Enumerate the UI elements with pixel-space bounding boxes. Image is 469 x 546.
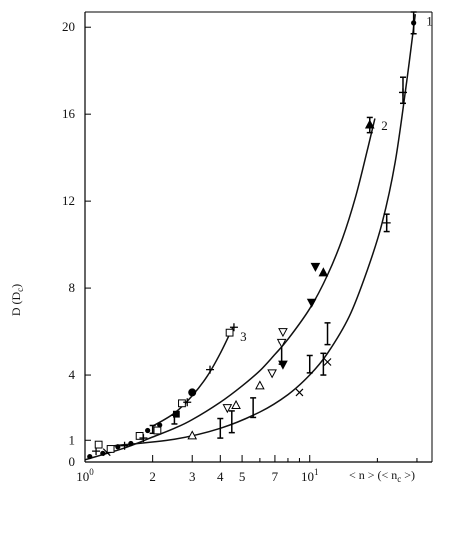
error-bar bbox=[320, 352, 327, 376]
data-point-triangle bbox=[318, 267, 329, 277]
error-bar bbox=[228, 410, 235, 434]
x-ticks: 100 2 3 4 5 7 101 bbox=[76, 455, 418, 484]
x-tick-label: 101 bbox=[301, 467, 319, 484]
x-tick-label: 100 bbox=[76, 467, 94, 484]
data-point-square bbox=[172, 410, 180, 418]
y-tick-label: 4 bbox=[69, 367, 76, 382]
curve-labels: 1 2 3 bbox=[240, 14, 433, 344]
data-point-plus bbox=[183, 398, 192, 407]
data-point-plus bbox=[382, 218, 391, 227]
data-point-cross bbox=[295, 388, 304, 397]
data-point-triangle-down bbox=[222, 404, 233, 414]
data-point-plus bbox=[398, 88, 407, 97]
curve-2 bbox=[84, 118, 376, 461]
curves-layer bbox=[84, 14, 417, 461]
y-tick-label: 16 bbox=[62, 106, 76, 121]
data-point-dot bbox=[128, 440, 134, 447]
x-axis-title: < n > (< nc >) bbox=[349, 468, 415, 484]
data-point-triangle-down bbox=[278, 328, 288, 338]
curve-label: 1 bbox=[426, 14, 433, 29]
curve-3 bbox=[152, 326, 234, 427]
data-point-triangle-down bbox=[267, 369, 277, 379]
data-point-plus bbox=[229, 323, 238, 332]
y-ticks: 0 1 4 8 12 16 20 bbox=[62, 19, 91, 469]
x-tick-label: 3 bbox=[189, 469, 196, 484]
data-point-triangle-down bbox=[306, 298, 317, 308]
y-tick-label: 20 bbox=[62, 19, 75, 34]
error-bar bbox=[250, 397, 257, 419]
data-point-square bbox=[94, 440, 103, 449]
y-axis-title: D (Dc) bbox=[9, 284, 25, 316]
data-point-triangle bbox=[187, 430, 198, 440]
x-tick-label: 5 bbox=[239, 469, 246, 484]
data-point-square bbox=[153, 426, 162, 435]
data-point-square bbox=[225, 328, 234, 337]
data-point-cross bbox=[323, 358, 332, 366]
y-tick-label: 0 bbox=[69, 454, 76, 469]
error-bars-layer bbox=[149, 11, 417, 439]
data-point-triangle bbox=[255, 380, 265, 390]
error-bar bbox=[217, 417, 224, 439]
data-point-triangle-down bbox=[310, 262, 321, 272]
data-point-square bbox=[178, 399, 186, 408]
y-tick-label: 12 bbox=[62, 193, 75, 208]
curve-label: 3 bbox=[240, 329, 247, 344]
markers-layer bbox=[87, 20, 417, 460]
data-point-triangle-down bbox=[276, 338, 287, 348]
x-tick-label: 7 bbox=[272, 469, 279, 484]
y-tick-label: 8 bbox=[69, 280, 76, 295]
data-point-dot bbox=[87, 453, 93, 460]
data-point-dot bbox=[411, 20, 417, 26]
data-point-triangle-down bbox=[278, 360, 288, 370]
data-point-dot bbox=[115, 444, 121, 450]
error-bar bbox=[306, 354, 313, 374]
curve-1 bbox=[114, 14, 417, 447]
data-point-plus bbox=[206, 365, 215, 374]
x-tick-label: 4 bbox=[217, 469, 224, 484]
x-tick-label: 2 bbox=[149, 469, 156, 484]
data-point-dot bbox=[145, 427, 151, 434]
data-point-dot bbox=[157, 422, 163, 428]
data-point-triangle bbox=[364, 119, 375, 129]
data-point-square bbox=[106, 445, 115, 453]
data-point-plus bbox=[120, 441, 129, 450]
y-tick-label: 1 bbox=[69, 432, 76, 447]
data-point-triangle bbox=[231, 399, 241, 409]
data-point-dot bbox=[188, 388, 197, 397]
data-point-plus bbox=[139, 434, 148, 443]
error-bar bbox=[324, 322, 331, 346]
curve-label: 2 bbox=[381, 118, 388, 133]
